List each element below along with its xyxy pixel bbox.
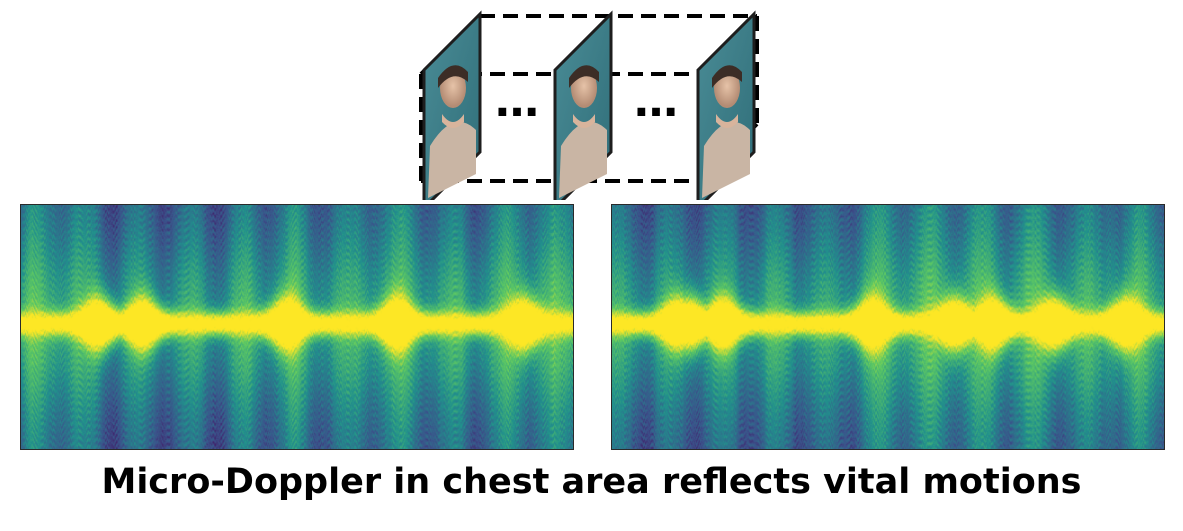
face-frame-icon xyxy=(422,12,482,200)
ellipsis-2: … xyxy=(634,76,678,127)
face-frame-icon xyxy=(696,12,756,200)
face-frame-icon xyxy=(553,12,613,200)
ellipsis-1: … xyxy=(495,76,539,127)
spectrogram-right xyxy=(611,204,1165,450)
caption: Micro-Doppler in chest area reflects vit… xyxy=(101,462,1082,502)
spectrogram-left xyxy=(20,204,574,450)
video-frames-cube: … … xyxy=(419,12,759,200)
